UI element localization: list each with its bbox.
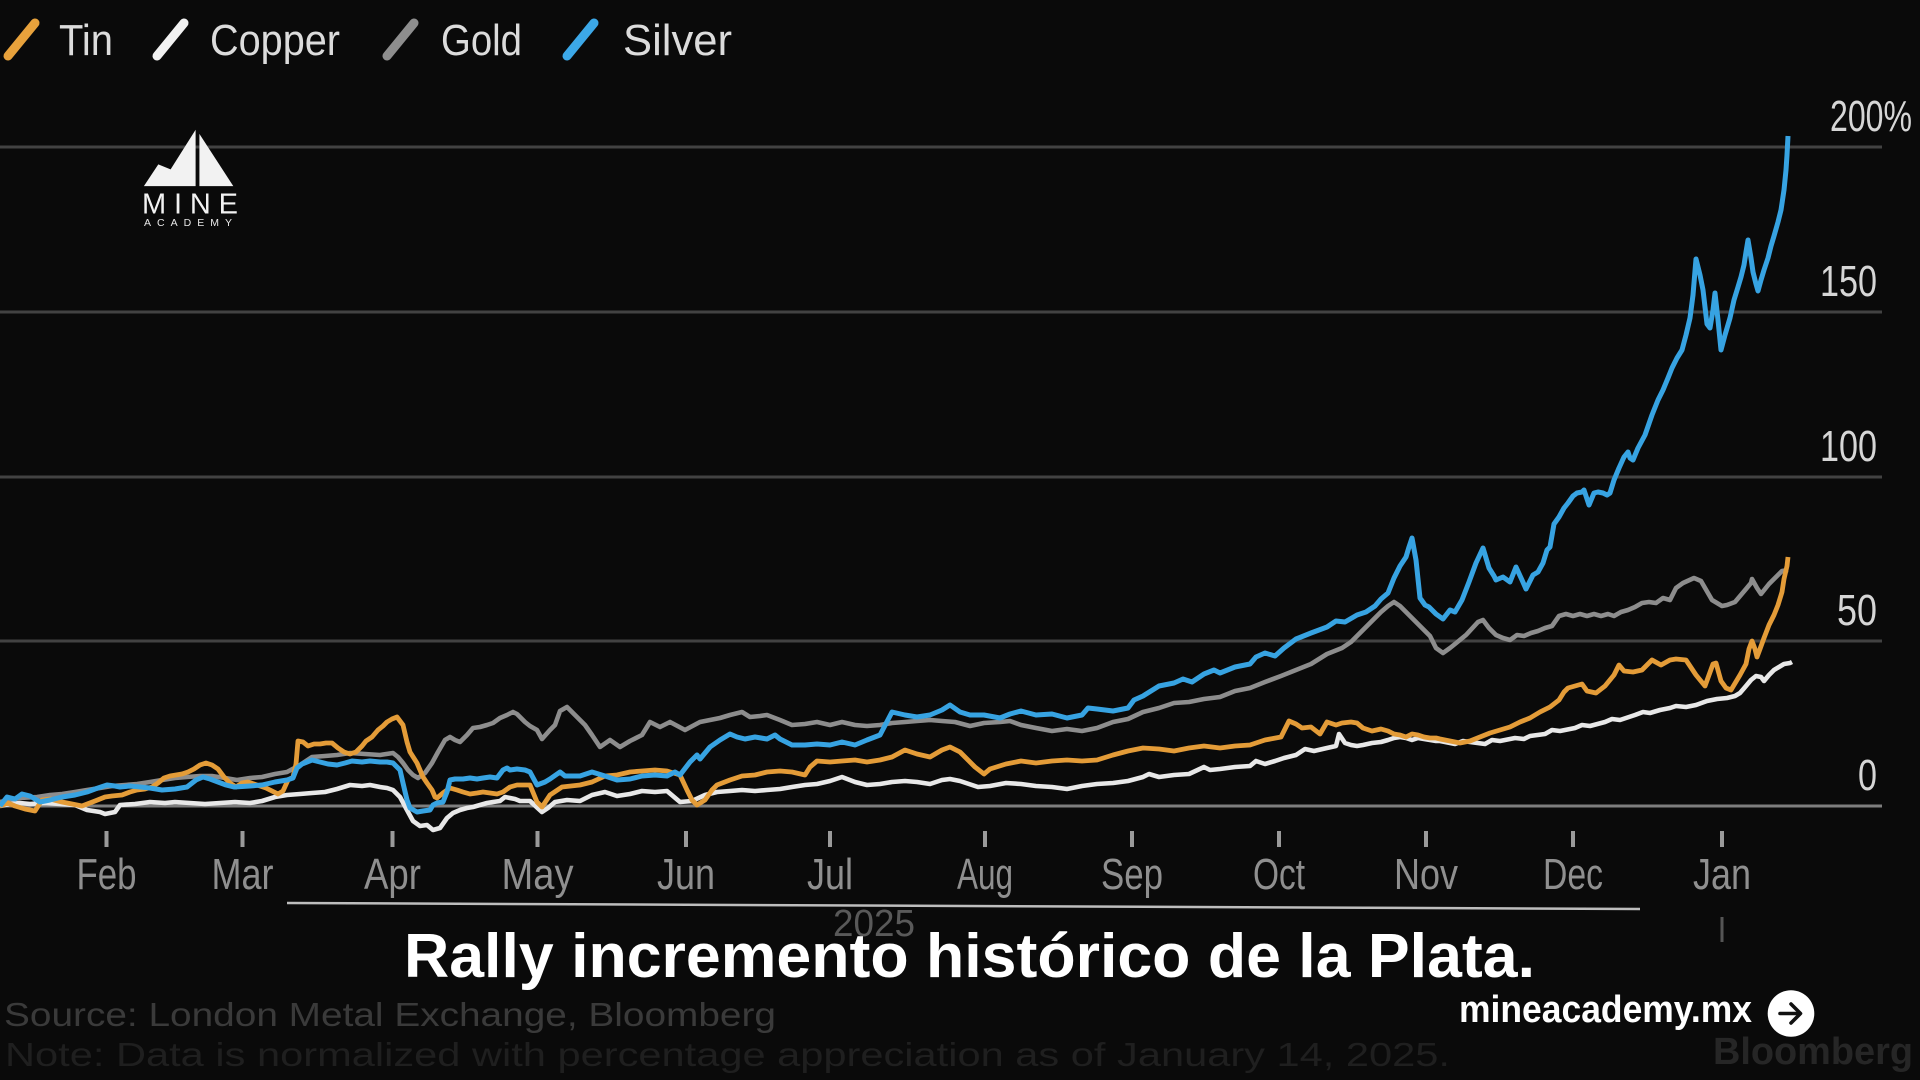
svg-text:Apr: Apr [364,850,421,899]
svg-text:Bloomberg: Bloomberg [1713,1031,1913,1073]
svg-text:2025: 2025 [833,903,915,945]
svg-text:150: 150 [1820,257,1877,306]
svg-text:50: 50 [1837,586,1877,635]
svg-text:Jun: Jun [657,850,715,899]
svg-text:MINE: MINE [142,189,238,221]
svg-text:Gold: Gold [441,16,522,65]
svg-text:Silver: Silver [623,16,732,65]
svg-text:Source: London Metal Exchange,: Source: London Metal Exchange, Bloomberg [4,996,776,1033]
svg-text:Jul: Jul [807,850,853,899]
svg-text:Mar: Mar [212,850,274,899]
svg-text:Aug: Aug [957,850,1013,899]
svg-text:Feb: Feb [77,850,137,899]
svg-text:mineacademy.mx: mineacademy.mx [1459,989,1752,1031]
svg-text:May: May [502,850,574,899]
svg-text:Oct: Oct [1253,850,1305,899]
svg-text:Dec: Dec [1543,850,1603,899]
svg-text:Rally incremento histórico de: Rally incremento histórico de la Plata. [404,922,1535,991]
svg-text:0: 0 [1858,751,1877,800]
svg-text:Jan: Jan [1693,850,1751,899]
svg-text:Note: Data is normalized with: Note: Data is normalized with percentage… [5,1036,1450,1073]
svg-text:Copper: Copper [210,16,340,65]
svg-text:Sep: Sep [1101,850,1163,899]
svg-text:200%: 200% [1830,92,1912,141]
svg-text:Nov: Nov [1394,850,1458,899]
svg-text:Tin: Tin [59,16,113,65]
svg-text:ACADEMY: ACADEMY [144,217,232,229]
svg-text:100: 100 [1820,422,1877,471]
